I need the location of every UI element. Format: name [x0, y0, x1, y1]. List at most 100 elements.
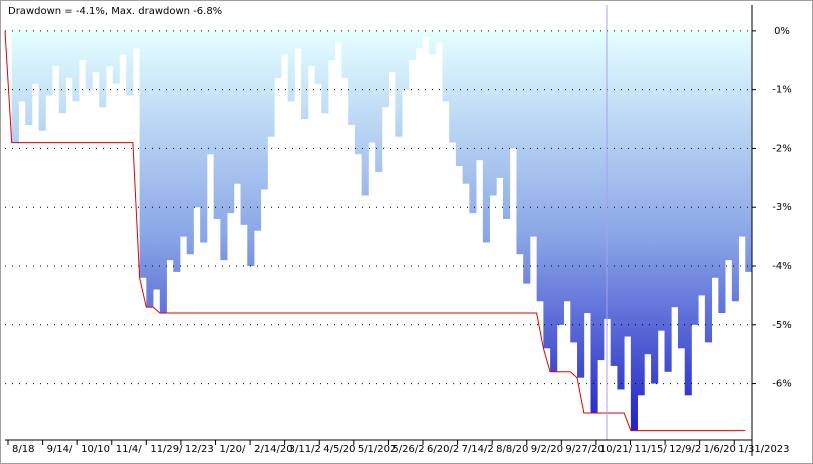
x-tick-label: 11/29/ [150, 444, 183, 455]
drawdown-bar [139, 30, 147, 278]
drawdown-bar [213, 30, 221, 219]
drawdown-bar [462, 30, 470, 184]
drawdown-bar [159, 30, 167, 314]
drawdown-bar [294, 30, 302, 49]
x-tick-label: 7/14/2 [462, 444, 494, 455]
drawdown-bar [321, 30, 329, 114]
drawdown-bar [65, 30, 73, 78]
drawdown-bar [677, 30, 686, 349]
drawdown-bar [570, 30, 578, 343]
y-tick-label: -2% [772, 143, 791, 154]
drawdown-bar [449, 30, 457, 143]
drawdown-bar [718, 30, 726, 314]
y-tick-label: -3% [772, 202, 791, 213]
drawdown-bar [200, 30, 208, 243]
drawdown-bar [254, 30, 262, 231]
drawdown-bar [577, 30, 585, 378]
drawdown-bar [455, 30, 464, 167]
x-tick-label: 9/14/ [47, 444, 73, 455]
x-tick-label: 8/8/20 [496, 444, 528, 455]
drawdown-bar [402, 30, 410, 90]
drawdown-bar [556, 30, 564, 325]
chart-title: Drawdown = -4.1%, Max. drawdown -6.8% [8, 6, 222, 17]
drawdown-bar [415, 30, 423, 49]
drawdown-bar [745, 30, 753, 272]
drawdown-bar [550, 30, 558, 372]
drawdown-bar [536, 30, 544, 302]
drawdown-bar [58, 30, 66, 114]
drawdown-bar [206, 30, 215, 155]
drawdown-bar [651, 30, 659, 384]
drawdown-bar [422, 30, 430, 37]
drawdown-bar [381, 30, 389, 108]
drawdown-bar [334, 30, 342, 43]
drawdown-bar [361, 30, 369, 196]
drawdown-bar [166, 30, 174, 261]
drawdown-bar [105, 30, 114, 67]
drawdown-bar [112, 30, 120, 84]
drawdown-bar [11, 30, 19, 143]
drawdown-bar [287, 30, 295, 102]
drawdown-bar [516, 30, 524, 255]
x-tick-label: 4/5/20 [323, 444, 355, 455]
drawdown-bar [146, 30, 154, 308]
drawdown-bar [354, 30, 363, 155]
x-tick-label: 6/20/2 [427, 444, 459, 455]
drawdown-bar [18, 30, 26, 102]
drawdown-bar [583, 30, 591, 314]
drawdown-bar [52, 30, 60, 67]
drawdown-bar [408, 30, 416, 61]
x-tick-label: 11/15/ [635, 444, 668, 455]
max-drawdown-line [4, 30, 746, 432]
drawdown-bar [691, 30, 699, 325]
drawdown-bar [99, 30, 107, 108]
x-tick-label: 3/11/2 [289, 444, 321, 455]
drawdown-bar [186, 30, 194, 255]
x-tick-label: 8/18 [12, 444, 34, 455]
drawdown-bar [368, 30, 376, 143]
drawdown-bar [126, 30, 134, 96]
drawdown-bar [72, 30, 80, 102]
y-tick-label: -1% [772, 85, 791, 96]
drawdown-bar [664, 30, 672, 372]
drawdown-bar [657, 30, 665, 331]
drawdown-bar [173, 30, 181, 272]
drawdown-bar [529, 30, 538, 237]
drawdown-bar [698, 30, 706, 296]
drawdown-bar [644, 30, 652, 355]
drawdown-bar [227, 30, 235, 214]
x-tick-label: 12/9/2 [669, 444, 701, 455]
drawdown-bar [314, 30, 322, 84]
drawdown-bar [442, 30, 450, 102]
drawdown-bar [132, 30, 140, 49]
drawdown-bar [45, 30, 53, 96]
x-tick-label: 1/6/20 [704, 444, 736, 455]
drawdown-bar [731, 30, 739, 302]
drawdown-bar [563, 30, 571, 302]
drawdown-bar [590, 30, 598, 413]
drawdown-bar [375, 30, 383, 172]
drawdown-bar [395, 30, 403, 137]
drawdown-bar [31, 30, 40, 84]
drawdown-bar [476, 30, 484, 161]
drawdown-bar [704, 30, 713, 343]
x-tick-label: 11/4/ [116, 444, 142, 455]
drawdown-bar [220, 30, 228, 261]
x-tick-label: 5/1/202 [358, 444, 397, 455]
drawdown-bar [543, 30, 551, 349]
drawdown-bar [193, 30, 201, 208]
drawdown-bar [307, 30, 315, 67]
drawdown-bar [85, 30, 93, 90]
drawdown-bar [153, 30, 161, 290]
drawdown-bar [509, 30, 517, 149]
drawdown-bar [482, 30, 490, 243]
drawdown-bar [267, 30, 275, 137]
y-tick-label: -5% [772, 320, 791, 331]
x-tick-label: 9/2/20 [531, 444, 563, 455]
drawdown-bar [428, 30, 437, 55]
x-tick-label: 1/31/2023 [738, 444, 789, 455]
drawdown-bar [617, 30, 625, 390]
drawdown-bar [79, 30, 87, 61]
x-tick-label: 1/20/ [220, 444, 246, 455]
